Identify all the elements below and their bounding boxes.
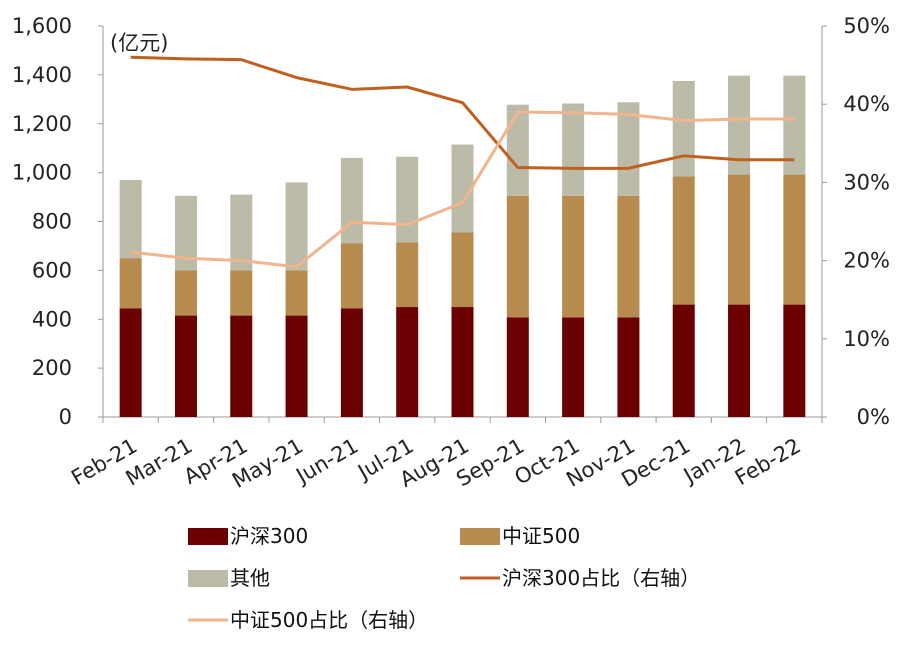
bar-segment <box>119 308 142 417</box>
bar-segment <box>562 317 585 417</box>
bar-segment <box>230 194 253 271</box>
left-tick-label: 200 <box>32 356 72 380</box>
bar-segment <box>783 75 806 175</box>
left-tick-label: 600 <box>32 258 72 282</box>
right-tick-label: 30% <box>843 170 890 194</box>
line-series <box>130 55 795 170</box>
left-tick-label: 1,200 <box>12 112 72 136</box>
bar-segment <box>783 304 806 417</box>
bar-segment <box>340 243 363 309</box>
bar-segment <box>672 176 695 305</box>
left-tick-label: 800 <box>32 210 72 234</box>
bar-segment <box>617 317 640 417</box>
bars <box>119 75 806 417</box>
left-tick-label: 400 <box>32 307 72 331</box>
legend-label: 中证500占比（右轴） <box>230 608 428 632</box>
legend-label: 其他 <box>230 566 270 590</box>
bar-segment <box>174 315 197 417</box>
legend-swatch <box>460 528 500 545</box>
bar-segment <box>285 315 308 417</box>
bar-segment <box>506 317 529 417</box>
left-tick-label: 1,400 <box>12 63 72 87</box>
x-tick-label: Jun-21 <box>291 434 363 489</box>
bar-segment <box>230 315 253 417</box>
bar-segment <box>451 144 474 233</box>
right-tick-label: 50% <box>843 14 890 38</box>
bar-segment <box>728 174 751 305</box>
bar-segment <box>506 195 529 318</box>
bar-segment <box>119 258 142 309</box>
legend-swatch <box>188 570 228 587</box>
bar-segment <box>174 195 197 271</box>
right-tick-label: 40% <box>843 92 890 116</box>
bar-segment <box>672 80 695 177</box>
right-tick-label: 10% <box>843 327 890 351</box>
bar-segment <box>451 232 474 308</box>
bar-segment <box>451 307 474 417</box>
left-tick-label: 1,600 <box>12 14 72 38</box>
bar-segment <box>562 195 585 318</box>
left-tick-label: 0 <box>59 405 72 429</box>
bar-segment <box>396 307 419 417</box>
bar-segment <box>617 195 640 318</box>
bar-segment <box>285 182 308 271</box>
legend-label: 中证500 <box>502 524 580 548</box>
line-series <box>130 110 795 269</box>
bar-segment <box>617 102 640 196</box>
bar-segment <box>230 270 253 316</box>
bar-segment <box>396 242 419 308</box>
legend: 沪深300 中证500 其他 沪深300占比（右轴） 中证500占比（右轴） <box>188 524 700 632</box>
bar-segment <box>285 270 308 316</box>
unit-label: (亿元) <box>110 31 168 55</box>
right-tick-label: 20% <box>843 249 890 273</box>
bar-segment <box>728 304 751 417</box>
bar-segment <box>396 156 419 243</box>
bar-segment <box>672 304 695 417</box>
right-tick-label: 0% <box>857 405 890 429</box>
legend-label: 沪深300占比（右轴） <box>502 566 700 590</box>
bar-segment <box>506 104 529 196</box>
bar-segment <box>174 270 197 316</box>
bar-segment <box>783 174 806 305</box>
bar-segment <box>562 103 585 196</box>
bar-segment <box>340 157 363 244</box>
lines <box>130 55 795 269</box>
bar-segment <box>340 308 363 417</box>
left-tick-label: 1,000 <box>12 161 72 185</box>
legend-label: 沪深300 <box>230 524 308 548</box>
legend-swatch <box>188 528 228 545</box>
bar-segment <box>119 179 142 259</box>
bar-segment <box>728 75 751 175</box>
